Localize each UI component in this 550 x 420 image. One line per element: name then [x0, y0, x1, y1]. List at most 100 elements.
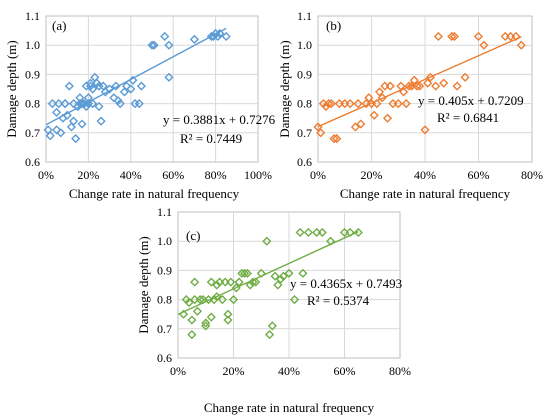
- data-point: [77, 99, 87, 109]
- x-tick-label: 60%: [162, 168, 184, 182]
- data-point: [264, 330, 275, 340]
- x-tick-label: 60%: [468, 168, 490, 182]
- data-point: [329, 134, 339, 144]
- data-point: [273, 280, 283, 290]
- data-point: [382, 113, 393, 123]
- data-point: [425, 72, 435, 82]
- y-tick-label: 1.0: [25, 38, 40, 52]
- data-point: [88, 99, 98, 109]
- y-tick-label: 0.7: [157, 322, 172, 336]
- data-point: [374, 87, 385, 97]
- data-point: [447, 31, 457, 42]
- y-tick-label: 1.1: [297, 9, 312, 23]
- data-point: [212, 292, 222, 302]
- panel-a: 0.6 0.7 0.8 0.9 1.0 1.1 0% 20% 40% 60% 80% 100% (a) y…: [4, 9, 276, 201]
- data-point: [71, 134, 81, 144]
- data-point: [393, 99, 403, 109]
- trendline-equation: y = 0.4365x + 0.7493: [290, 276, 402, 291]
- data-point: [52, 107, 62, 117]
- data-point: [77, 119, 87, 129]
- data-point: [88, 84, 98, 94]
- data-point: [109, 93, 119, 103]
- y-tick-label: 0.7: [297, 126, 312, 140]
- data-point: [353, 99, 363, 109]
- data-point: [66, 122, 77, 132]
- data-point: [262, 236, 272, 246]
- y-tick-label: 0.7: [25, 126, 40, 140]
- data-point: [248, 277, 258, 287]
- x-tick-label: 20%: [361, 168, 383, 182]
- data-point: [206, 312, 216, 322]
- data-point: [345, 99, 355, 109]
- data-point: [126, 84, 136, 94]
- data-point: [449, 31, 460, 42]
- x-tick-label: 80%: [389, 364, 411, 378]
- x-axis-label: Change rate in natural frequency: [204, 400, 375, 415]
- x-tick-label: 40%: [278, 364, 300, 378]
- x-tick-label: 0%: [38, 168, 54, 182]
- data-point: [221, 31, 231, 42]
- data-point: [364, 93, 374, 103]
- data-point: [452, 81, 462, 91]
- data-point: [423, 78, 433, 88]
- data-point: [251, 277, 261, 287]
- data-point: [201, 318, 211, 328]
- x-tick-label: 40%: [120, 168, 142, 182]
- data-point: [94, 101, 104, 112]
- data-point: [460, 72, 470, 82]
- data-point: [234, 277, 244, 287]
- data-point: [345, 227, 355, 238]
- data-point: [178, 309, 189, 319]
- data-point: [321, 101, 331, 112]
- data-point: [195, 295, 205, 305]
- data-point: [160, 31, 170, 42]
- data-point: [121, 81, 132, 91]
- data-point: [115, 99, 125, 109]
- data-point: [164, 40, 174, 50]
- data-point: [401, 99, 411, 109]
- data-point: [111, 81, 121, 91]
- data-point: [303, 227, 314, 238]
- data-point: [412, 81, 422, 91]
- data-point: [201, 321, 211, 331]
- data-point: [60, 99, 70, 109]
- data-point: [54, 99, 64, 109]
- data-point: [516, 40, 526, 50]
- y-tick-label: 0.9: [25, 67, 40, 81]
- data-point: [62, 110, 72, 120]
- y-tick-label: 0.8: [157, 293, 172, 307]
- data-point: [324, 99, 334, 109]
- data-point: [270, 271, 280, 281]
- data-point: [192, 306, 203, 316]
- data-point: [369, 110, 379, 120]
- data-point: [396, 81, 406, 91]
- y-tick-label: 0.6: [157, 351, 172, 365]
- x-axis-label: Change rate in natural frequency: [340, 186, 511, 201]
- data-point: [332, 134, 342, 144]
- y-tick-label: 0.6: [25, 155, 40, 169]
- data-point: [212, 280, 222, 290]
- data-point: [149, 40, 159, 50]
- data-point: [190, 277, 200, 287]
- x-tick-label: 20%: [77, 168, 99, 182]
- data-point: [206, 277, 216, 287]
- y-axis-label: Damage depth (m): [4, 40, 19, 137]
- panel-c: 0.6 0.7 0.8 0.9 1.0 1.1 0% 20% 40% 60% 80% (c) y = 0…: [136, 205, 411, 415]
- data-point: [409, 75, 419, 85]
- data-point: [316, 128, 326, 138]
- data-point: [404, 81, 414, 91]
- x-tick-label: 0%: [170, 364, 186, 378]
- panel-label: (c): [186, 228, 200, 243]
- data-point: [147, 40, 157, 50]
- data-point: [189, 34, 199, 44]
- data-point: [45, 131, 55, 141]
- r-squared-label: R² = 0.5374: [307, 293, 370, 308]
- trendline: [177, 230, 359, 316]
- data-point: [399, 87, 409, 97]
- trendline-equation: y = 0.405x + 0.7209: [418, 93, 524, 108]
- data-point: [289, 295, 300, 305]
- data-point: [68, 99, 79, 109]
- data-point: [256, 268, 266, 278]
- data-point: [83, 93, 93, 103]
- data-point: [326, 99, 336, 109]
